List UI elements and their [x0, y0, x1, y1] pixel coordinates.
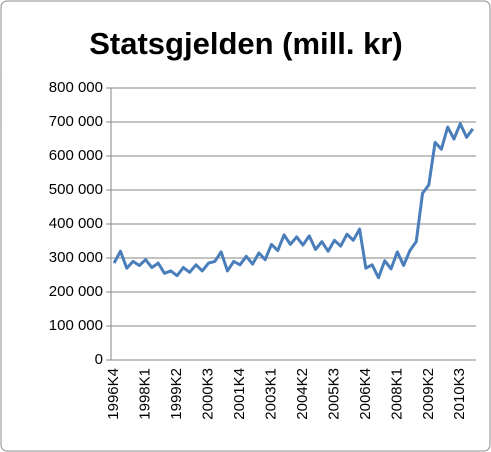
x-tick-label: 2009K2 — [420, 368, 437, 420]
y-tick-label: 100 000 — [49, 317, 103, 334]
y-tick-label: 0 — [95, 351, 103, 368]
chart-title: Statsgjelden (mill. kr) — [89, 26, 403, 61]
x-tick-label: 2005K3 — [325, 368, 342, 420]
y-tick-label: 200 000 — [49, 283, 103, 300]
x-tick-label: 2001K4 — [231, 368, 248, 420]
x-tick-label: 1998K1 — [137, 368, 154, 420]
y-tick-label: 800 000 — [49, 79, 103, 96]
x-tick-label: 2004K2 — [294, 368, 311, 420]
x-tick-label: 2003K1 — [262, 368, 279, 420]
x-tick-label: 1996K4 — [105, 368, 122, 420]
line-series — [112, 122, 475, 280]
y-tick-label: 400 000 — [49, 215, 103, 232]
x-tick-label: 2008K1 — [388, 368, 405, 420]
x-tick-label: 2006K4 — [357, 368, 374, 420]
y-tick-label: 700 000 — [49, 113, 103, 130]
y-tick-label: 300 000 — [49, 249, 103, 266]
x-tick-label: 2010K3 — [451, 368, 468, 420]
x-tick-label: 1999K2 — [168, 368, 185, 420]
y-tick-label: 500 000 — [49, 181, 103, 198]
x-tick-label: 2000K3 — [200, 368, 217, 420]
y-tick-label: 600 000 — [49, 147, 103, 164]
